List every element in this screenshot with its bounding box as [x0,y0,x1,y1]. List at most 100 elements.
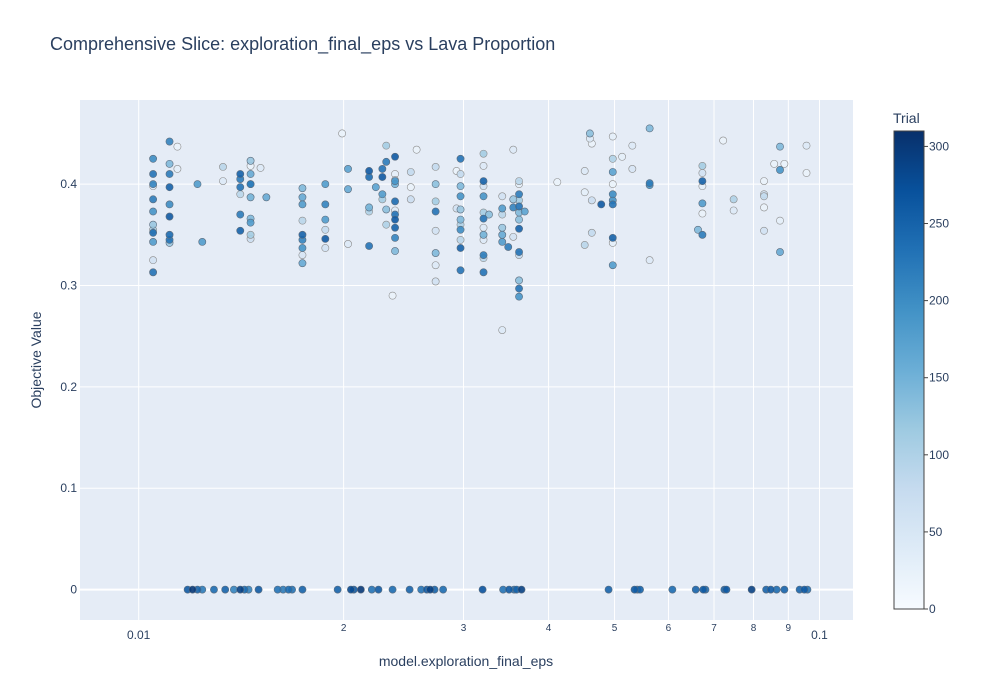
scatter-point[interactable] [344,240,352,248]
scatter-point[interactable] [431,261,440,270]
scatter-point[interactable] [498,326,507,334]
scatter-point[interactable] [498,223,507,232]
scatter-point[interactable] [321,225,330,234]
scatter-point[interactable] [479,223,488,232]
scatter-point[interactable] [406,195,415,204]
scatter-point[interactable] [298,200,307,209]
scatter-point[interactable] [479,214,488,223]
scatter-point[interactable] [165,200,174,209]
scatter-point[interactable] [479,268,488,277]
scatter-point[interactable] [391,152,399,161]
scatter-point[interactable] [608,154,617,163]
scatter-point[interactable] [800,585,809,594]
scatter-point[interactable] [729,206,738,215]
scatter-point[interactable] [219,177,227,185]
scatter-point[interactable] [378,190,387,199]
scatter-point[interactable] [645,124,654,133]
scatter-point[interactable] [149,170,158,178]
scatter-point[interactable] [165,183,174,192]
scatter-point[interactable] [236,190,245,199]
scatter-point[interactable] [505,585,513,594]
scatter-point[interactable] [165,159,174,168]
scatter-point[interactable] [378,173,387,181]
scatter-point[interactable] [509,195,518,204]
scatter-point[interactable] [698,230,707,239]
scatter-point[interactable] [580,188,589,197]
scatter-point[interactable] [284,585,293,594]
scatter-point[interactable] [580,167,589,175]
scatter-point[interactable] [456,170,465,178]
scatter-point[interactable] [456,182,465,191]
scatter-point[interactable] [485,210,493,219]
scatter-point[interactable] [165,137,174,146]
scatter-point[interactable] [698,169,707,177]
scatter-point[interactable] [356,585,365,594]
scatter-point[interactable] [776,248,784,256]
scatter-point[interactable] [431,249,440,257]
scatter-point[interactable] [760,192,768,201]
scatter-point[interactable] [382,141,391,150]
scatter-point[interactable] [628,165,637,173]
scatter-point[interactable] [776,166,784,174]
scatter-point[interactable] [406,168,415,176]
scatter-point[interactable] [608,261,617,270]
scatter-point[interactable] [188,585,197,594]
scatter-point[interactable] [298,585,307,594]
scatter-point[interactable] [149,220,158,229]
scatter-point[interactable] [391,223,399,232]
scatter-point[interactable] [719,136,728,145]
scatter-point[interactable] [347,585,355,594]
scatter-point[interactable] [597,200,606,209]
scatter-point[interactable] [760,203,768,212]
scatter-point[interactable] [333,585,342,594]
scatter-point[interactable] [426,585,435,594]
scatter-point[interactable] [165,230,174,239]
scatter-point[interactable] [722,585,731,594]
scatter-point[interactable] [391,197,399,206]
scatter-point[interactable] [604,585,613,594]
scatter-point[interactable] [273,585,282,594]
scatter-point[interactable] [391,215,399,224]
scatter-point[interactable] [412,145,421,154]
scatter-point[interactable] [694,225,702,234]
scatter-point[interactable] [221,585,230,594]
scatter-point[interactable] [321,234,330,243]
scatter-point[interactable] [298,251,307,259]
scatter-point[interactable] [246,218,255,227]
scatter-point[interactable] [367,585,376,594]
scatter-point[interactable] [431,226,440,235]
plot-area[interactable] [80,100,853,620]
scatter-point[interactable] [246,170,255,178]
scatter-point[interactable] [515,177,523,185]
scatter-point[interactable] [431,163,440,171]
scatter-point[interactable] [382,220,391,229]
scatter-point[interactable] [618,152,627,161]
scatter-point[interactable] [365,167,374,175]
scatter-point[interactable] [698,209,707,218]
scatter-point[interactable] [515,224,523,233]
scatter-point[interactable] [780,585,789,594]
scatter-point[interactable] [456,235,465,244]
scatter-point[interactable] [585,129,594,138]
scatter-point[interactable] [365,203,374,212]
scatter-point[interactable] [149,228,158,237]
scatter-point[interactable] [630,585,639,594]
scatter-point[interactable] [198,238,207,246]
scatter-point[interactable] [517,585,526,594]
scatter-point[interactable] [608,180,617,189]
scatter-point[interactable] [246,180,255,189]
scatter-point[interactable] [479,161,488,170]
scatter-point[interactable] [344,185,352,194]
scatter-point[interactable] [608,168,617,176]
scatter-point[interactable] [262,193,271,202]
scatter-point[interactable] [587,196,596,205]
scatter-point[interactable] [391,177,399,185]
scatter-point[interactable] [405,585,414,594]
scatter-point[interactable] [479,251,488,259]
scatter-point[interactable] [149,256,158,265]
scatter-point[interactable] [698,177,707,185]
scatter-point[interactable] [149,195,158,204]
scatter-point[interactable] [668,585,677,594]
scatter-point[interactable] [149,180,158,189]
scatter-point[interactable] [149,207,158,216]
